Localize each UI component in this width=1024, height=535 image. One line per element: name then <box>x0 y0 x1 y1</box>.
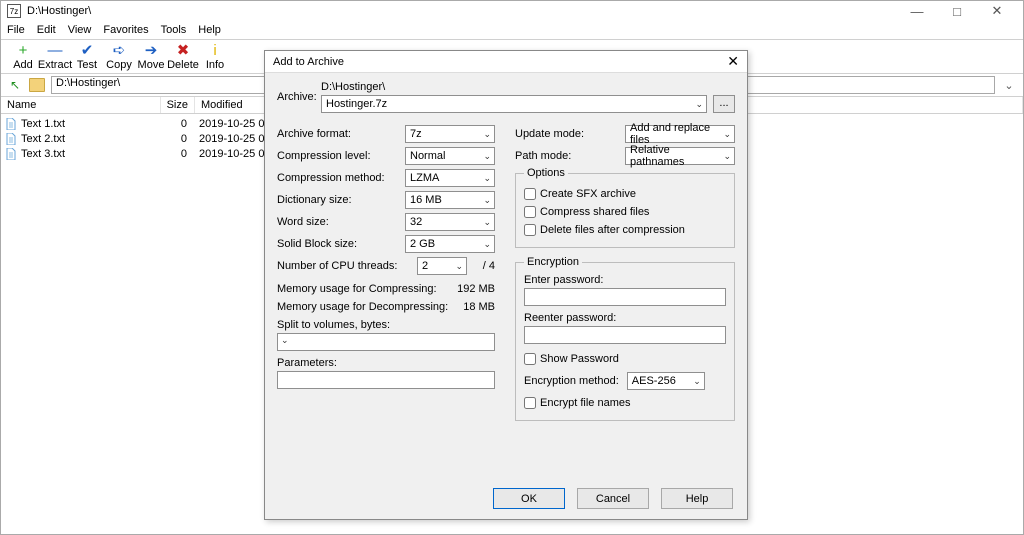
dialog-footer: OK Cancel Help <box>265 488 747 509</box>
method-select[interactable]: LZMA⌄ <box>405 169 495 187</box>
dialog-title-bar: Add to Archive ✕ <box>265 51 747 73</box>
split-label: Split to volumes, bytes: <box>277 319 495 331</box>
app-icon: 7z <box>7 4 21 18</box>
password2-input[interactable] <box>524 326 726 344</box>
help-button[interactable]: Help <box>661 488 733 509</box>
options-legend: Options <box>524 167 568 179</box>
mem-decompress-value: 18 MB <box>463 301 495 313</box>
menu-view[interactable]: View <box>68 24 92 36</box>
level-label: Compression level: <box>277 150 405 162</box>
tool-delete[interactable]: ✖Delete <box>167 42 199 71</box>
archive-label: Archive: <box>277 81 311 103</box>
split-input[interactable]: ⌄ <box>277 333 495 351</box>
mem-compress-label: Memory usage for Compressing: <box>277 283 437 295</box>
dialog-close-button[interactable]: ✕ <box>727 53 739 70</box>
tool-move[interactable]: ➔Move <box>135 42 167 71</box>
pathmode-label: Path mode: <box>515 150 625 162</box>
delete-checkbox[interactable]: Delete files after compression <box>524 221 726 239</box>
update-select[interactable]: Add and replace files⌄ <box>625 125 735 143</box>
encryption-legend: Encryption <box>524 256 582 268</box>
test-icon: ✔ <box>78 42 96 58</box>
file-icon <box>5 117 17 131</box>
tool-add[interactable]: +Add <box>7 42 39 71</box>
enc-method-select[interactable]: AES-256⌄ <box>627 372 705 390</box>
update-label: Update mode: <box>515 128 625 140</box>
file-icon <box>5 132 17 146</box>
menu-file[interactable]: File <box>7 24 25 36</box>
tool-test[interactable]: ✔Test <box>71 42 103 71</box>
show-password-checkbox[interactable]: Show Password <box>524 350 726 368</box>
archive-path: D:\Hostinger\ <box>321 81 735 93</box>
word-label: Word size: <box>277 216 405 228</box>
folder-icon <box>29 78 45 92</box>
menu-help[interactable]: Help <box>198 24 221 36</box>
title-bar: 7z D:\Hostinger\ — □ ✕ <box>1 1 1023 21</box>
up-icon[interactable]: ↖ <box>7 77 23 93</box>
method-label: Compression method: <box>277 172 405 184</box>
info-icon: i <box>206 42 224 58</box>
solid-label: Solid Block size: <box>277 238 405 250</box>
path-dropdown[interactable]: ⌄ <box>1001 79 1017 92</box>
col-size[interactable]: Size <box>161 97 195 113</box>
word-select[interactable]: 32⌄ <box>405 213 495 231</box>
tool-extract[interactable]: —Extract <box>39 42 71 71</box>
minimize-button[interactable]: — <box>897 4 937 19</box>
archive-name-input[interactable]: Hostinger.7z⌄ <box>321 95 707 113</box>
threads-select[interactable]: 2⌄ <box>417 257 467 275</box>
encryption-group: Encryption Enter password: Reenter passw… <box>515 256 735 421</box>
move-icon: ➔ <box>142 42 160 58</box>
threads-label: Number of CPU threads: <box>277 260 417 272</box>
maximize-button[interactable]: □ <box>937 4 977 19</box>
password2-label: Reenter password: <box>524 312 726 324</box>
add-icon: + <box>14 42 32 58</box>
format-select[interactable]: 7z⌄ <box>405 125 495 143</box>
tool-copy[interactable]: ➪Copy <box>103 42 135 71</box>
menu-tools[interactable]: Tools <box>161 24 187 36</box>
delete-icon: ✖ <box>174 42 192 58</box>
enc-method-label: Encryption method: <box>524 375 619 387</box>
col-name[interactable]: Name <box>1 97 161 113</box>
add-to-archive-dialog: Add to Archive ✕ Archive: D:\Hostinger\ … <box>264 50 748 520</box>
pathmode-select[interactable]: Relative pathnames⌄ <box>625 147 735 165</box>
dict-select[interactable]: 16 MB⌄ <box>405 191 495 209</box>
browse-button[interactable]: ... <box>713 95 735 113</box>
level-select[interactable]: Normal⌄ <box>405 147 495 165</box>
solid-select[interactable]: 2 GB⌄ <box>405 235 495 253</box>
window-title: D:\Hostinger\ <box>27 5 897 17</box>
threads-max: / 4 <box>467 260 495 272</box>
options-group: Options Create SFX archive Compress shar… <box>515 167 735 248</box>
file-icon <box>5 147 17 161</box>
param-input[interactable] <box>277 371 495 389</box>
cancel-button[interactable]: Cancel <box>577 488 649 509</box>
password-input[interactable] <box>524 288 726 306</box>
menu-bar: File Edit View Favorites Tools Help <box>1 21 1023 39</box>
extract-icon: — <box>46 42 64 58</box>
dict-label: Dictionary size: <box>277 194 405 206</box>
ok-button[interactable]: OK <box>493 488 565 509</box>
close-button[interactable]: ✕ <box>977 3 1017 19</box>
copy-icon: ➪ <box>110 42 128 58</box>
mem-compress-value: 192 MB <box>457 283 495 295</box>
shared-checkbox[interactable]: Compress shared files <box>524 203 726 221</box>
format-label: Archive format: <box>277 128 405 140</box>
encrypt-names-checkbox[interactable]: Encrypt file names <box>524 394 726 412</box>
sfx-checkbox[interactable]: Create SFX archive <box>524 185 726 203</box>
dialog-title: Add to Archive <box>273 56 727 68</box>
password-label: Enter password: <box>524 274 726 286</box>
param-label: Parameters: <box>277 357 495 369</box>
menu-edit[interactable]: Edit <box>37 24 56 36</box>
tool-info[interactable]: iInfo <box>199 42 231 71</box>
menu-favorites[interactable]: Favorites <box>103 24 148 36</box>
mem-decompress-label: Memory usage for Decompressing: <box>277 301 448 313</box>
